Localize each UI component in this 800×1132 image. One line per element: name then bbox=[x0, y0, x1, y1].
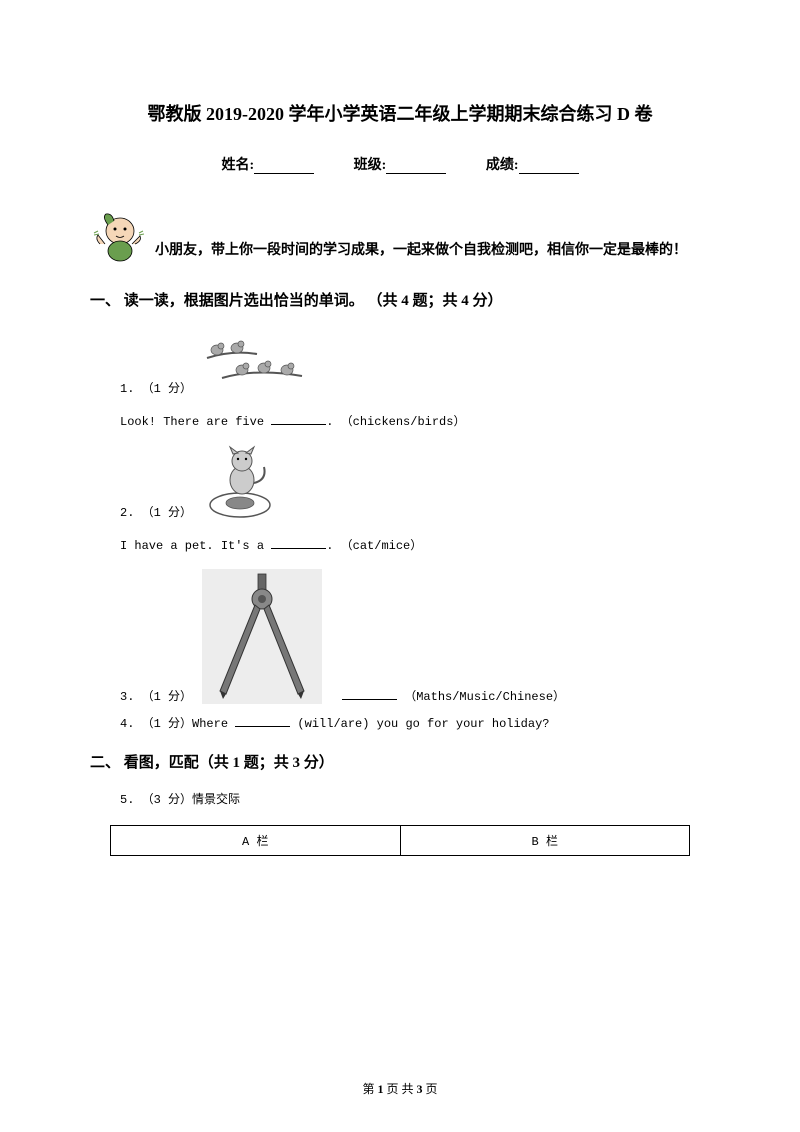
q5-text: 5. （3 分）情景交际 bbox=[120, 790, 710, 807]
footer-mid: 页 共 bbox=[383, 1082, 416, 1096]
class-blank bbox=[386, 160, 446, 174]
question-2: 2. （1 分） I have a pet. It's a . （cat/mic… bbox=[90, 445, 710, 553]
q4-text: 4. （1 分）Where (will/are) you go for your… bbox=[120, 714, 710, 731]
q4-blank bbox=[235, 715, 290, 727]
q1-text: Look! There are five . （chickens/birds） bbox=[120, 412, 710, 429]
footer-pre: 第 bbox=[362, 1082, 377, 1096]
section1-header: 一、 读一读，根据图片选出恰当的单词。 （共 4 题；共 4 分） bbox=[90, 289, 710, 310]
q1-pre: Look! There are five bbox=[120, 415, 271, 429]
question-5: 5. （3 分）情景交际 bbox=[90, 790, 710, 807]
q1-post: . （chickens/birds） bbox=[326, 415, 465, 429]
intro-text: 小朋友，带上你一段时间的学习成果，一起来做个自我检测吧，相信你一定是最棒的！ bbox=[155, 239, 687, 264]
q2-text: I have a pet. It's a . （cat/mice） bbox=[120, 536, 710, 553]
score-field: 成绩: bbox=[486, 154, 579, 174]
name-field: 姓名: bbox=[221, 154, 314, 174]
table-col-b: B 栏 bbox=[400, 826, 690, 856]
q4-pre: Where bbox=[192, 717, 235, 731]
q1-num: 1. （1 分） bbox=[120, 379, 192, 396]
q4-num: 4. （1 分） bbox=[120, 717, 192, 731]
page-footer: 第 1 页 共 3 页 bbox=[0, 1080, 800, 1097]
mascot-icon bbox=[90, 209, 145, 264]
question-3: 3. （1 分） （Maths/Music/Chinese） bbox=[90, 569, 710, 704]
footer-post: 页 bbox=[423, 1082, 438, 1096]
question-1: 1. （1 分） Look! There are five . （chicken… bbox=[90, 328, 710, 429]
q3-blank bbox=[342, 688, 397, 700]
q3-num: 3. （1 分） bbox=[120, 687, 192, 704]
q2-blank bbox=[271, 537, 326, 549]
intro-row: 小朋友，带上你一段时间的学习成果，一起来做个自我检测吧，相信你一定是最棒的！ bbox=[90, 209, 710, 264]
q5-num: 5. （3 分） bbox=[120, 793, 192, 807]
q3-text: （Maths/Music/Chinese） bbox=[342, 687, 565, 704]
class-field: 班级: bbox=[354, 154, 447, 174]
q5-label: 情景交际 bbox=[192, 793, 240, 807]
q2-num: 2. （1 分） bbox=[120, 503, 192, 520]
score-blank bbox=[519, 160, 579, 174]
class-label: 班级: bbox=[354, 158, 387, 173]
birds-image bbox=[202, 328, 312, 396]
q1-blank bbox=[271, 413, 326, 425]
section2-header: 二、 看图，匹配（共 1 题；共 3 分） bbox=[90, 751, 710, 772]
q2-pre: I have a pet. It's a bbox=[120, 539, 271, 553]
q2-post: . （cat/mice） bbox=[326, 539, 422, 553]
compass-image bbox=[202, 569, 322, 704]
info-row: 姓名: 班级: 成绩: bbox=[90, 154, 710, 174]
question-4: 4. （1 分）Where (will/are) you go for your… bbox=[90, 714, 710, 731]
name-label: 姓名: bbox=[221, 158, 254, 173]
page-title: 鄂教版 2019-2020 学年小学英语二年级上学期期末综合练习 D 卷 bbox=[90, 100, 710, 126]
score-label: 成绩: bbox=[486, 158, 519, 173]
q3-post: （Maths/Music/Chinese） bbox=[397, 690, 565, 704]
name-blank bbox=[254, 160, 314, 174]
cat-image bbox=[202, 445, 280, 520]
q4-post: (will/are) you go for your holiday? bbox=[290, 717, 549, 731]
table-col-a: A 栏 bbox=[111, 826, 401, 856]
match-table: A 栏 B 栏 bbox=[90, 825, 710, 856]
